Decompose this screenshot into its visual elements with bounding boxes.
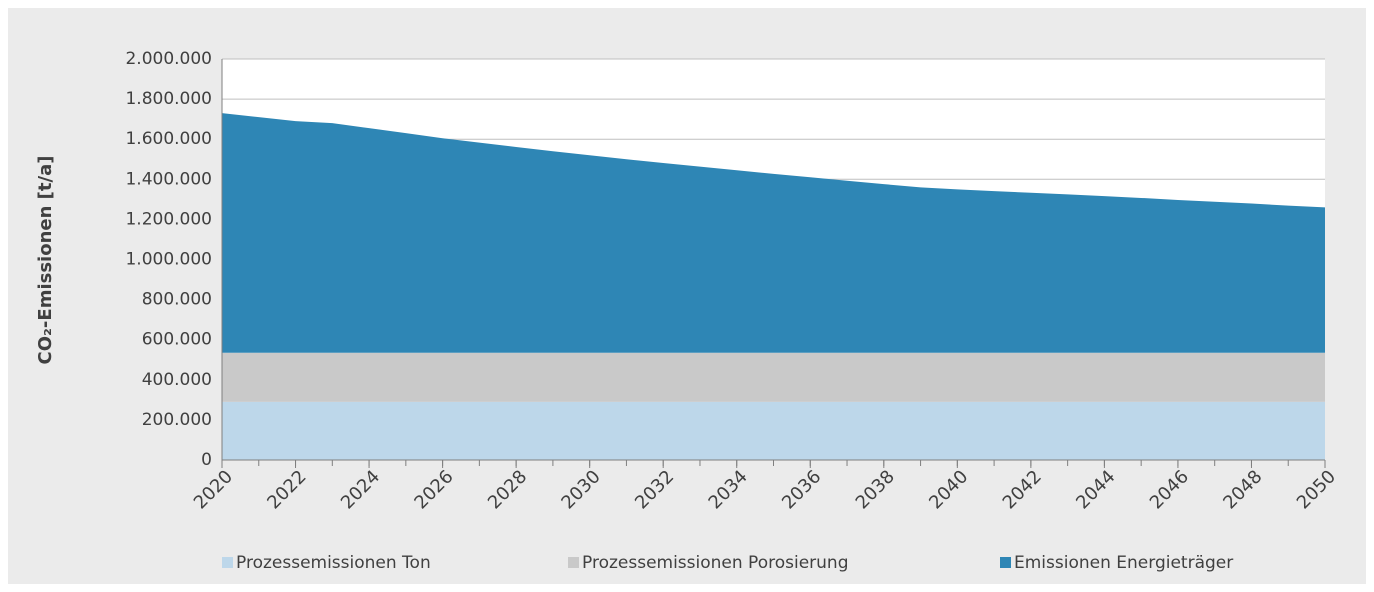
y-tick-label: 1.200.000 (125, 209, 212, 229)
y-tick-label: 2.000.000 (125, 49, 212, 69)
y-tick-label: 1.800.000 (125, 89, 212, 109)
y-axis-label: CO₂-Emissionen [t/a] (35, 156, 56, 365)
legend-label: Prozessemissionen Ton (236, 553, 431, 573)
legend-swatch (568, 557, 579, 568)
y-tick-label: 1.400.000 (125, 169, 212, 189)
legend-label: Emissionen Energieträger (1014, 553, 1233, 573)
area (222, 401, 1325, 460)
y-tick-label: 0 (201, 450, 212, 470)
legend-swatch (1000, 557, 1011, 568)
y-tick-label: 600.000 (142, 330, 212, 350)
area (222, 113, 1325, 353)
legend-label: Prozessemissionen Porosierung (582, 553, 849, 573)
y-tick-label: 1.000.000 (125, 250, 212, 270)
legend-swatch (222, 557, 233, 568)
area (222, 352, 1325, 402)
y-tick-label: 1.600.000 (125, 129, 212, 149)
y-tick-label: 400.000 (142, 370, 212, 390)
y-tick-label: 200.000 (142, 410, 212, 430)
y-tick-label: 800.000 (142, 290, 212, 310)
